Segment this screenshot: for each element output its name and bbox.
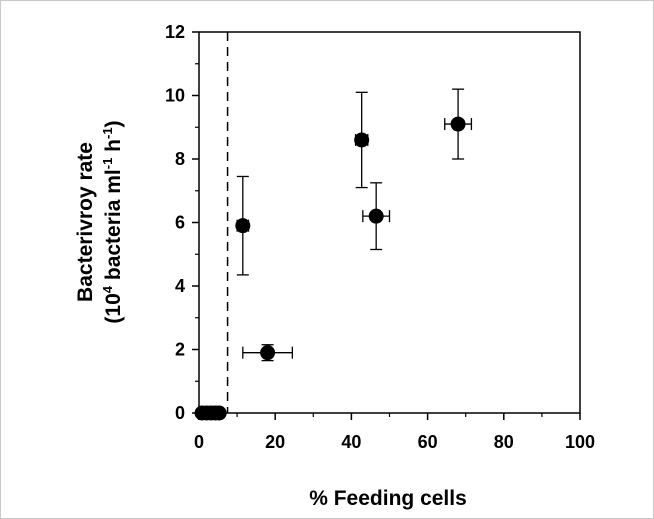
y-tick-label: 6 bbox=[175, 213, 185, 233]
data-point bbox=[450, 116, 466, 132]
data-points bbox=[194, 116, 466, 421]
data-point bbox=[368, 208, 384, 224]
y-tick-label: 10 bbox=[165, 86, 185, 106]
y-axis-title-line2: (104 bacteria ml-1 h-1) bbox=[100, 120, 125, 323]
x-tick-label: 80 bbox=[494, 432, 514, 452]
y-tick-label: 0 bbox=[175, 403, 185, 423]
x-tick-label: 0 bbox=[194, 432, 204, 452]
x-axis-title: % Feeding cells bbox=[309, 487, 467, 510]
y-tick-label: 8 bbox=[175, 149, 185, 169]
data-point bbox=[260, 345, 276, 361]
y-tick-label: 4 bbox=[175, 276, 185, 296]
error-bars bbox=[196, 88, 473, 419]
y-tick-label: 12 bbox=[165, 22, 185, 42]
x-tick-label: 60 bbox=[418, 432, 438, 452]
tick-labels: 0 20 40 60 80 100 0 2 4 6 8 10 12 bbox=[165, 22, 595, 452]
data-point bbox=[235, 218, 251, 234]
y-axis-title-line1: Bacterivroy rate bbox=[74, 142, 97, 302]
y-tick-label: 2 bbox=[175, 340, 185, 360]
plot-area-border bbox=[198, 31, 581, 414]
x-tick-label: 20 bbox=[265, 432, 285, 452]
data-point bbox=[354, 132, 370, 148]
x-tick-label: 100 bbox=[565, 432, 595, 452]
x-tick-label: 40 bbox=[341, 432, 361, 452]
